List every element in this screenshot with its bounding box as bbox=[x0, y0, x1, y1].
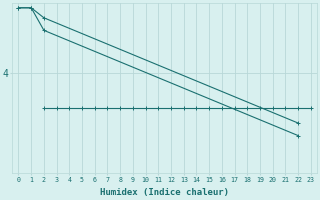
X-axis label: Humidex (Indice chaleur): Humidex (Indice chaleur) bbox=[100, 188, 229, 197]
